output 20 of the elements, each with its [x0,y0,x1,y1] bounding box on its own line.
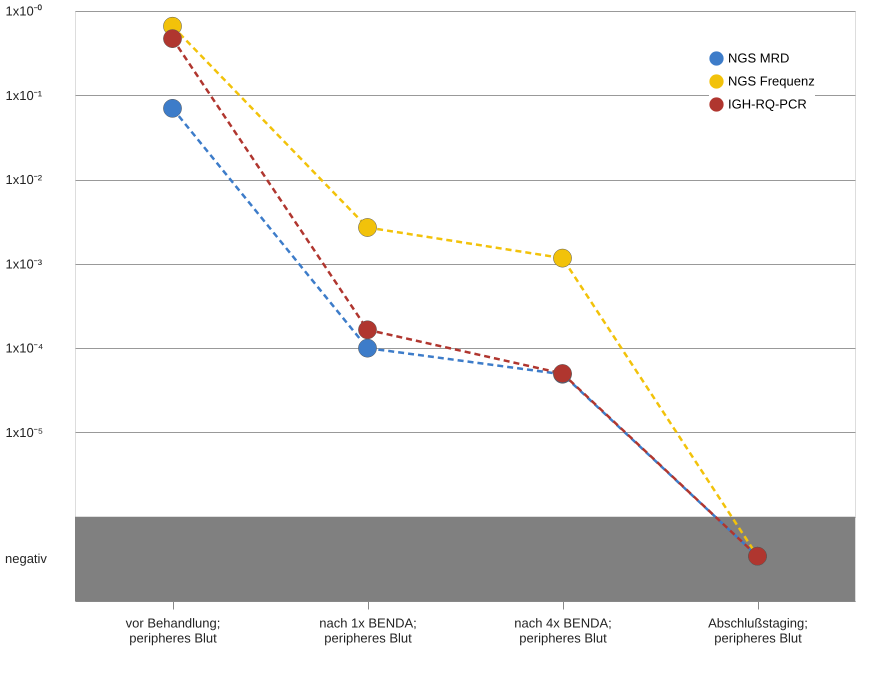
y-tick-label: 1x10⁻⁰ [6,4,43,18]
point [163,99,182,118]
point [358,338,377,358]
point [553,248,572,268]
legend-label: NGS MRD [728,50,790,66]
x-tick-label: nach 1x BENDA; peripheres Blut [319,616,417,646]
y-tick-label: 1x10⁻² [6,172,43,188]
y-tick-label: 1x10⁻⁴ [6,340,44,356]
legend-label: IGH-RQ-PCR [728,96,807,112]
y-tick-label: 1x10⁻¹ [6,88,43,103]
band-label: negativ [5,550,48,566]
y-tick-label: 1x10⁻³ [6,256,43,272]
point [358,218,377,237]
x-tick-label: Abschlußstaging; peripheres Blut [708,616,808,646]
legend-label: NGS Frequenz [728,74,815,88]
point [163,29,182,48]
x-tick-label: vor Behandlung; peripheres Blut [126,616,220,646]
y-tick-label: 1x10⁻⁵ [6,424,44,440]
point [358,320,377,340]
x-tick-label: nach 4x BENDA; peripheres Blut [514,616,612,646]
